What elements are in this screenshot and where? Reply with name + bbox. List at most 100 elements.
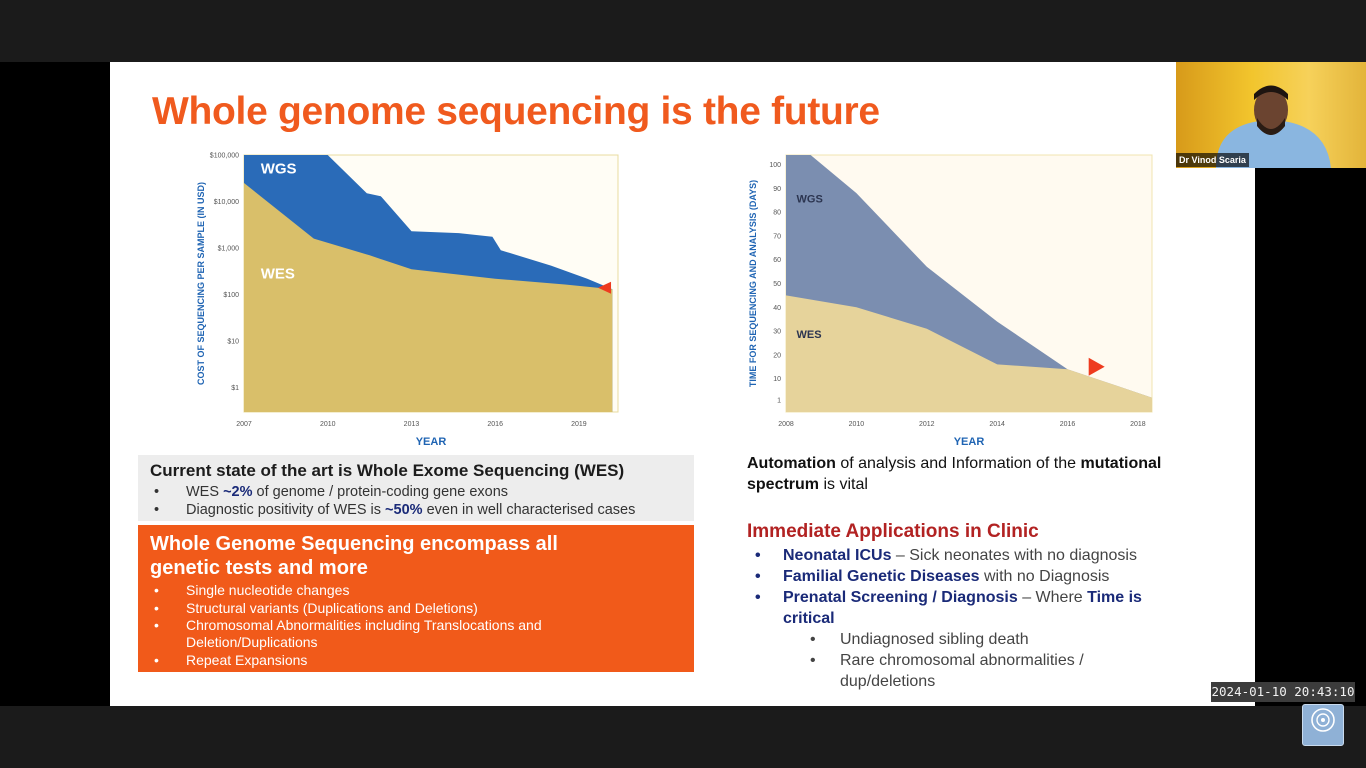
text: Undiagnosed sibling death — [840, 631, 1029, 648]
x-tick-label: 2013 — [404, 421, 420, 428]
applications-sublist: • Undiagnosed sibling death • Rare chromos… — [810, 629, 1110, 692]
y-axis-label: TIME FOR SEQUENCING AND ANALYSIS (DAYS) — [748, 180, 758, 387]
list-item: • Chromosomal Abnormalities including Tra… — [154, 617, 586, 651]
state-of-art-list: • WES ~2% of genome / protein-coding gene… — [154, 483, 635, 519]
text: Chromosomal Abnormalities including Tran… — [186, 617, 542, 650]
presentation-slide: Whole genome sequencing is the future WG… — [110, 62, 1255, 706]
y-tick-label: 10 — [773, 376, 781, 383]
x-tick-label: 2016 — [1060, 421, 1076, 428]
highlight: ~2% — [223, 484, 253, 500]
text: Familial Genetic Diseases — [783, 568, 980, 585]
automation-text: Automation of analysis and Information o… — [747, 453, 1167, 495]
text: Prenatal Screening / Diagnosis — [783, 589, 1018, 606]
x-tick-label: 2007 — [236, 421, 252, 428]
y-tick-label: $100 — [223, 292, 239, 299]
y-tick-label: 70 — [773, 233, 781, 240]
y-tick-label: 50 — [773, 281, 781, 288]
aocn-logo — [1302, 704, 1344, 746]
text: Repeat Expansions — [186, 651, 308, 668]
annotation-marker — [598, 281, 612, 294]
series-label: WGS — [797, 194, 823, 206]
text: of genome / protein-coding gene exons — [252, 484, 509, 500]
time-chart: WGS WES 2008 2010 2012 2014 2016 2018 1 10 20 30 40 5… — [748, 154, 1153, 448]
bullet: • — [154, 502, 160, 518]
top-letterbox — [0, 0, 1366, 62]
list-item: • Familial Genetic Diseases with no Diagn… — [755, 566, 1195, 587]
list-item: • WES ~2% of genome / protein-coding gene… — [154, 483, 635, 501]
presenter-name-label: Dr Vinod Scaria — [1176, 153, 1249, 167]
series-label: WES — [261, 266, 295, 283]
bullet: • — [755, 568, 761, 585]
y-tick-label: $10 — [227, 339, 239, 346]
text: with no Diagnosis — [979, 568, 1110, 585]
series-area-wes — [244, 183, 613, 412]
list-item: • Rare chromosomal abnormalities / dup/de… — [810, 650, 1110, 692]
text: WES — [186, 484, 224, 500]
y-tick-label: 30 — [773, 329, 781, 336]
x-axis-label: YEAR — [416, 436, 447, 448]
y-tick-label: $1,000 — [218, 246, 240, 253]
y-axis-label: COST OF SEQUENCING PER SAMPLE (IN USD) — [196, 182, 206, 385]
series-label: WES — [797, 329, 822, 341]
wgs-box: Whole Genome Sequencing encompass all ge… — [138, 525, 694, 672]
list-item: • Structural variants (Duplications and D… — [154, 600, 586, 617]
bottom-letterbox — [0, 706, 1366, 768]
bullet: • — [154, 599, 159, 616]
text: Diagnostic positivity of WES is — [186, 502, 386, 518]
x-tick-label: 2010 — [320, 421, 336, 428]
y-tick-label: $100,000 — [210, 153, 239, 160]
bullet: • — [810, 652, 816, 669]
bullet: • — [154, 582, 159, 598]
x-tick-label: 2008 — [778, 421, 794, 428]
series-label: WGS — [261, 161, 297, 178]
text: is vital — [819, 476, 868, 493]
y-tick-label: 20 — [773, 352, 781, 359]
x-axis-label: YEAR — [954, 436, 985, 448]
text: mutational spectrum — [747, 455, 1162, 493]
bullet: • — [755, 547, 761, 564]
bullet: • — [154, 651, 159, 668]
text: – Where — [1017, 589, 1088, 606]
bullet: • — [810, 631, 816, 648]
list-item: • Repeat Expansions — [154, 652, 586, 669]
wgs-heading: Whole Genome Sequencing encompass all ge… — [150, 533, 558, 579]
text: Automation — [747, 455, 836, 472]
y-tick-label: $10,000 — [214, 199, 239, 206]
cost-chart: WGS WES 2007 2010 2013 2016 2019 $1 $10 $100 $1,00… — [196, 153, 619, 448]
applications-heading: Immediate Applications in Clinic — [747, 521, 1039, 542]
x-tick-label: 2010 — [849, 421, 865, 428]
y-tick-label: 90 — [773, 186, 781, 193]
x-tick-label: 2014 — [989, 421, 1005, 428]
text: Time is critical — [783, 589, 1142, 627]
x-tick-label: 2012 — [919, 421, 935, 428]
text: even in well characterised cases — [422, 502, 636, 518]
logo-icon — [1311, 708, 1335, 732]
text: – Sick neonates with no diagnosis — [891, 547, 1137, 564]
state-of-art-heading: Current state of the art is Whole Exome … — [150, 461, 625, 480]
wgs-list: • Single nucleotide changes • Structural v… — [154, 582, 586, 669]
series-area-wes — [786, 295, 1152, 412]
x-tick-label: 2018 — [1130, 421, 1146, 428]
y-tick-label: 80 — [773, 210, 781, 217]
text: Single nucleotide changes — [186, 582, 350, 598]
text: Rare chromosomal abnormalities / dup/del… — [840, 652, 1084, 690]
y-tick-label: $1 — [231, 385, 239, 392]
applications-list: • Neonatal ICUs – Sick neonates with no d… — [755, 545, 1195, 629]
annotation-marker — [1088, 357, 1105, 376]
bullet: • — [755, 589, 761, 606]
y-tick-label: 40 — [773, 305, 781, 312]
slide-title: Whole genome sequencing is the future — [152, 90, 880, 133]
list-item: • Diagnostic positivity of WES is ~50% ev… — [154, 501, 635, 519]
x-tick-label: 2019 — [571, 421, 587, 428]
webcam-feed — [1176, 62, 1366, 168]
y-tick-label: 100 — [769, 162, 781, 169]
y-tick-label: 1 — [777, 398, 781, 405]
bullet: • — [154, 617, 159, 633]
state-of-art-box: Current state of the art is Whole Exome … — [138, 455, 694, 521]
bullet: • — [154, 484, 160, 500]
list-item: • Prenatal Screening / Diagnosis – Where … — [755, 587, 1195, 629]
x-tick-label: 2016 — [487, 421, 503, 428]
list-item: • Single nucleotide changes — [154, 582, 586, 599]
list-item: • Neonatal ICUs – Sick neonates with no d… — [755, 545, 1195, 566]
highlight: ~50% — [385, 502, 423, 518]
